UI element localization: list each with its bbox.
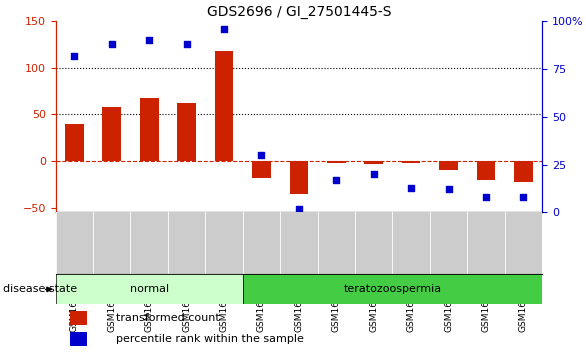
Point — [219, 26, 229, 32]
Bar — [402, 161, 421, 163]
Bar — [243, 274, 542, 304]
Text: disease state: disease state — [3, 284, 77, 295]
Point — [407, 185, 416, 190]
Bar — [65, 124, 84, 161]
Bar — [70, 332, 87, 346]
Point — [182, 41, 191, 47]
Point — [519, 194, 528, 200]
Bar — [514, 161, 533, 182]
Point — [107, 41, 117, 47]
Point — [481, 194, 490, 200]
Bar — [289, 161, 308, 194]
Title: GDS2696 / GI_27501445-S: GDS2696 / GI_27501445-S — [207, 5, 391, 19]
Bar — [178, 103, 196, 161]
Point — [444, 187, 453, 192]
Bar — [103, 107, 121, 161]
Bar — [70, 312, 87, 325]
Bar — [56, 274, 243, 304]
Text: transformed count: transformed count — [117, 313, 220, 323]
Point — [369, 171, 379, 177]
Bar — [476, 161, 495, 180]
Bar — [364, 161, 383, 164]
Bar — [214, 51, 233, 161]
Bar — [140, 98, 159, 161]
Text: percentile rank within the sample: percentile rank within the sample — [117, 334, 304, 344]
Point — [70, 53, 79, 58]
Bar — [252, 161, 271, 178]
Bar — [439, 161, 458, 170]
Point — [257, 152, 266, 158]
Point — [332, 177, 341, 183]
Point — [294, 206, 304, 211]
Bar — [327, 161, 346, 163]
Text: normal: normal — [130, 284, 169, 295]
Point — [145, 38, 154, 43]
Text: teratozoospermia: teratozoospermia — [343, 284, 441, 295]
